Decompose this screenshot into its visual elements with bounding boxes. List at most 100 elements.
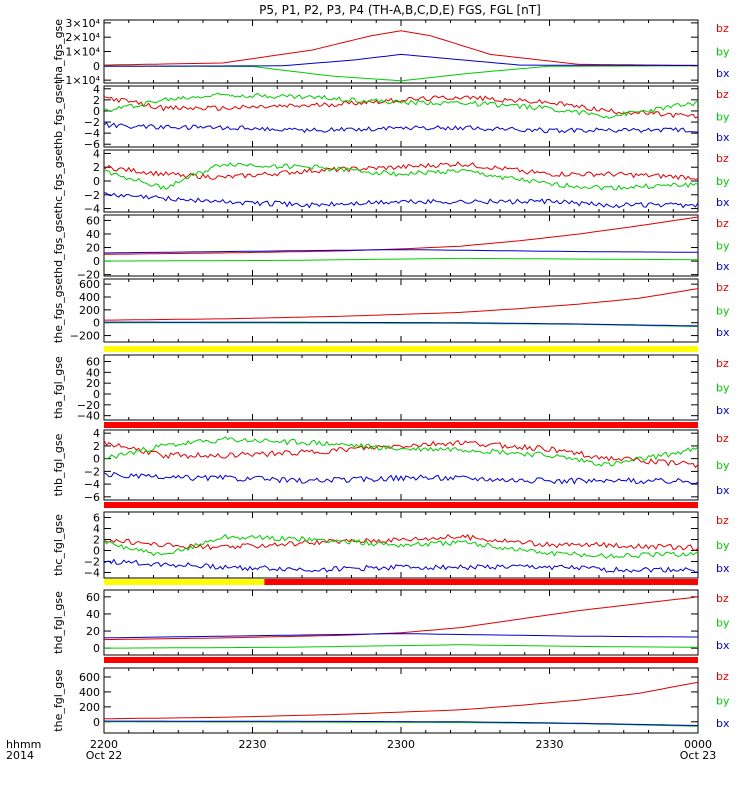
series-line-bx bbox=[103, 471, 699, 485]
y-tick-label: −40 bbox=[77, 410, 100, 423]
panel-frame bbox=[103, 667, 699, 734]
series-line-bx bbox=[104, 53, 698, 67]
legend-label-bx: bx bbox=[716, 67, 730, 80]
y-tick-label: 20 bbox=[86, 242, 100, 255]
y-tick-label: 0 bbox=[93, 175, 100, 188]
y-tick-label: 600 bbox=[79, 278, 100, 291]
y-tick-label: −2 bbox=[84, 116, 100, 129]
legend-label-bz: bz bbox=[716, 152, 729, 165]
x-tick-label: 2230 bbox=[239, 738, 267, 751]
y-tick-label: 20 bbox=[86, 625, 100, 638]
y-tick-label: −4 bbox=[84, 203, 100, 216]
flag-bar-red bbox=[104, 502, 698, 508]
series-line-bz bbox=[103, 161, 699, 181]
y-tick-label: −4 bbox=[84, 478, 100, 491]
x-axis-label-line2: 2014 bbox=[6, 749, 34, 762]
panel-frame bbox=[103, 19, 699, 84]
y-tick-label: 20 bbox=[86, 377, 100, 390]
y-tick-label: 0 bbox=[93, 105, 100, 118]
series-line-bz bbox=[103, 95, 699, 119]
y-tick-label: 0 bbox=[93, 453, 100, 466]
legend-label-bx: bx bbox=[716, 326, 730, 339]
panel-thd_fgl_gse: 60 40 20 0 thd_fgl_gse bz by bx bbox=[52, 589, 730, 656]
panel-frame bbox=[103, 511, 699, 579]
series-line-by bbox=[103, 533, 699, 559]
series-line-bz bbox=[103, 533, 699, 551]
legend-label-bz: bz bbox=[716, 514, 729, 527]
legend-label-bx: bx bbox=[716, 639, 730, 652]
series-line-bz bbox=[103, 30, 699, 66]
legend-label-bx: bx bbox=[716, 717, 730, 730]
y-axis-label: tha_fgl_gse bbox=[52, 356, 65, 419]
y-tick-label: 0 bbox=[93, 545, 100, 558]
series-line-bx bbox=[104, 321, 699, 327]
y-tick-label: 60 bbox=[86, 356, 100, 369]
y-axis-label: the_fgs_gse bbox=[52, 278, 65, 343]
y-axis-label: thd_fgl_gse bbox=[52, 591, 65, 654]
y-tick-label: 4 bbox=[93, 523, 100, 536]
flag-bar-red bbox=[104, 422, 698, 428]
y-tick-label: 0 bbox=[93, 716, 100, 729]
y-axis-label: thc_fgl_gse bbox=[52, 514, 65, 576]
y-tick-label: 200 bbox=[79, 304, 100, 317]
x-tick-date: Oct 22 bbox=[86, 749, 123, 762]
legend-label-by: by bbox=[716, 382, 730, 395]
y-tick-label: −20 bbox=[77, 269, 100, 282]
x-axis-label-line1: hhmm bbox=[6, 738, 41, 751]
x-tick-label: 0000 bbox=[684, 738, 712, 751]
flag-bar-yellow bbox=[104, 579, 265, 585]
series-line-bx bbox=[103, 720, 699, 726]
y-tick-label: −200 bbox=[70, 330, 100, 343]
legend-label-bz: bz bbox=[716, 88, 729, 101]
panel-frame bbox=[103, 278, 699, 343]
y-axis-label: thd_fgs_gse bbox=[52, 213, 65, 279]
y-axis-label: thc_fgs_gse bbox=[52, 149, 65, 214]
series-line-bz bbox=[103, 596, 699, 641]
flag-bar-red bbox=[264, 579, 698, 585]
legend-label-bx: bx bbox=[716, 131, 730, 144]
y-tick-label: 40 bbox=[86, 366, 100, 379]
series-line-bx bbox=[103, 633, 698, 639]
flag-bars-group bbox=[104, 346, 698, 663]
y-tick-label: −2 bbox=[84, 465, 100, 478]
legend-label-by: by bbox=[716, 459, 730, 472]
panel-frame bbox=[103, 429, 699, 501]
legend-label-by: by bbox=[716, 240, 730, 253]
series-line-bz bbox=[103, 216, 699, 255]
y-tick-label: −20 bbox=[77, 399, 100, 412]
legend-label-bz: bz bbox=[716, 670, 729, 683]
legend-label-by: by bbox=[716, 695, 730, 708]
panel-frame bbox=[103, 85, 699, 148]
y-tick-label: 1×10⁴ bbox=[65, 46, 100, 59]
panel-frame bbox=[103, 149, 699, 213]
series-line-bx bbox=[103, 249, 699, 254]
y-tick-label: 600 bbox=[79, 671, 100, 684]
y-tick-label: −2 bbox=[84, 556, 100, 569]
legend-label-by: by bbox=[716, 175, 730, 188]
y-tick-label: 0 bbox=[93, 388, 100, 401]
series-line-by bbox=[103, 436, 699, 467]
y-axis-label: the_fgl_gse bbox=[52, 669, 65, 732]
legend-label-bz: bz bbox=[716, 22, 729, 35]
y-tick-label: 4 bbox=[93, 83, 100, 96]
y-axis-label: thb_fgl_gse bbox=[52, 433, 65, 496]
y-tick-label: 2 bbox=[93, 161, 100, 174]
y-tick-label: −4 bbox=[84, 567, 100, 580]
panel-the_fgl_gse: 600 400 200 0 the_fgl_gse bz by bx bbox=[52, 667, 730, 734]
legend-label-bx: bx bbox=[716, 484, 730, 497]
legend-label-by: by bbox=[716, 46, 730, 59]
legend-label-bx: bx bbox=[716, 562, 730, 575]
legend-label-by: by bbox=[716, 617, 730, 630]
y-tick-label: 400 bbox=[79, 291, 100, 304]
y-tick-label: −6 bbox=[84, 491, 100, 504]
x-tick-label: 2300 bbox=[387, 738, 415, 751]
legend-label-bx: bx bbox=[716, 260, 730, 273]
y-tick-label: 2×10⁴ bbox=[65, 31, 100, 44]
y-tick-label: 40 bbox=[86, 228, 100, 241]
